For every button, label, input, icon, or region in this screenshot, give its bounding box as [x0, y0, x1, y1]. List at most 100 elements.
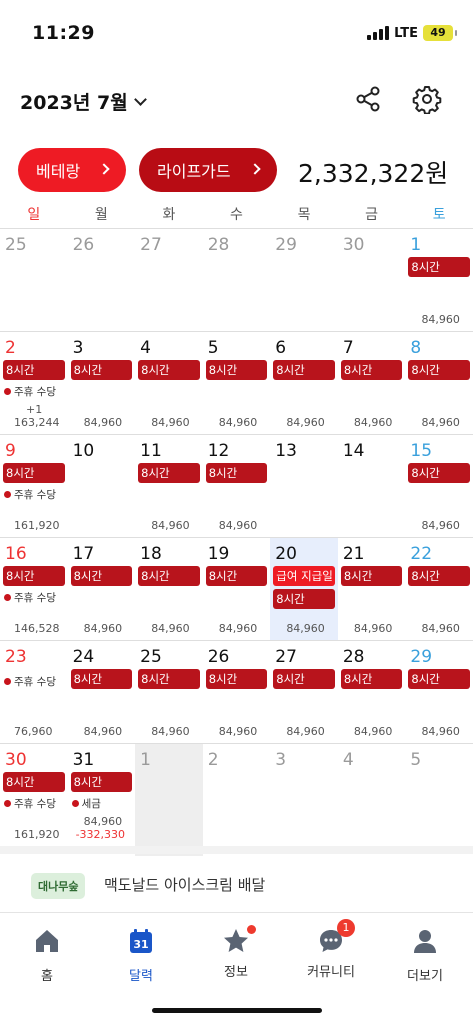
- tab-label: 달력: [129, 969, 153, 984]
- day-number: 26: [72, 235, 95, 255]
- calendar-day[interactable]: 1: [135, 744, 203, 856]
- day-amount: 84,960: [286, 416, 325, 429]
- day-number: 22: [410, 544, 433, 564]
- workplace-label: 베테랑: [36, 162, 81, 181]
- day-amount: 84,960: [83, 622, 123, 635]
- day-amount: 84,960: [151, 416, 190, 429]
- calendar-day[interactable]: 12 8시간 84,960: [203, 435, 271, 537]
- calendar-day[interactable]: 30: [338, 229, 406, 331]
- calendar-day[interactable]: 6 8시간 84,960: [270, 332, 338, 434]
- shift-tag: 8시간: [205, 463, 268, 483]
- weekday-sun: 일: [27, 207, 41, 223]
- workplace-label: 라이프가드: [157, 162, 231, 181]
- calendar-day[interactable]: 1 8시간 84,960: [405, 229, 473, 331]
- day-number: 21: [342, 544, 365, 564]
- day-amount: 76,960: [14, 725, 53, 738]
- tab-calendar[interactable]: 31 달력: [94, 927, 188, 984]
- day-number: 14: [342, 441, 365, 461]
- day-amount: 84,960: [151, 622, 190, 635]
- calendar-day[interactable]: 14: [338, 435, 406, 537]
- calendar-day[interactable]: 29 8시간 84,960: [405, 641, 473, 743]
- day-amount: 163,244: [14, 416, 60, 429]
- calendar-day[interactable]: 25: [0, 229, 68, 331]
- calendar-day[interactable]: 4: [338, 744, 406, 856]
- shift-tag: 8시간: [70, 772, 133, 792]
- day-amount: 84,960: [353, 725, 393, 738]
- calendar-day[interactable]: 26 8시간 84,960: [203, 641, 271, 743]
- day-amount: 84,960: [421, 519, 460, 532]
- day-amount: 84,960: [421, 622, 460, 635]
- tab-more[interactable]: 더보기: [378, 927, 472, 984]
- tab-info[interactable]: 정보: [189, 925, 283, 980]
- star-icon: [224, 929, 248, 952]
- calendar-day[interactable]: 27: [135, 229, 203, 331]
- calendar-day[interactable]: 11 8시간 84,960: [135, 435, 203, 537]
- calendar-day[interactable]: 30 8시간 주휴 수당 161,920: [0, 744, 68, 856]
- day-note: 주휴 수당: [4, 796, 56, 811]
- calendar-day[interactable]: 7 8시간 84,960: [338, 332, 406, 434]
- calendar-day[interactable]: 24 8시간 84,960: [68, 641, 136, 743]
- shift-tag: 8시간: [3, 360, 65, 380]
- weekday-mon: 월: [94, 207, 108, 223]
- calendar-day[interactable]: 29: [270, 229, 338, 331]
- calendar-day[interactable]: 3: [270, 744, 338, 856]
- calendar-day[interactable]: 9 8시간 주휴 수당 161,920: [0, 435, 68, 537]
- calendar-day[interactable]: 26: [68, 229, 136, 331]
- day-number: 31: [72, 750, 95, 770]
- workplace-button-lifeguard[interactable]: 라이프가드: [139, 148, 277, 192]
- shift-tag: 8시간: [408, 360, 470, 380]
- calendar-day[interactable]: 8 8시간 84,960: [405, 332, 473, 434]
- day-amount: 84,960: [353, 416, 393, 429]
- shift-tag: 8시간: [138, 463, 200, 483]
- gear-icon[interactable]: [412, 84, 442, 114]
- calendar-day[interactable]: 19 8시간 84,960: [203, 538, 271, 640]
- calendar-day[interactable]: 27 8시간 84,960: [270, 641, 338, 743]
- calendar-day[interactable]: 2 8시간 주휴 수당 +1 163,244: [0, 332, 68, 434]
- calendar-week: 2 8시간 주휴 수당 +1 163,244 3 8시간 84,960 4 8시간 84,960 5 8…: [0, 331, 473, 434]
- calendar-day[interactable]: 17 8시간 84,960: [68, 538, 136, 640]
- calendar-day[interactable]: 18 8시간 84,960: [135, 538, 203, 640]
- calendar-day[interactable]: 28: [203, 229, 271, 331]
- day-amount: 161,920: [14, 519, 60, 532]
- calendar-day[interactable]: 13: [270, 435, 338, 537]
- calendar-day[interactable]: 22 8시간 84,960: [405, 538, 473, 640]
- day-number: 8: [410, 338, 422, 358]
- day-amount: 84,960: [218, 519, 258, 532]
- calendar-day[interactable]: 25 8시간 84,960: [135, 641, 203, 743]
- day-number: 19: [207, 544, 230, 564]
- calendar-day[interactable]: 20 급여 지급일 8시간 84,960: [270, 538, 338, 640]
- banner-text: 맥도날드 아이스크림 배달: [104, 876, 266, 894]
- calendar-day[interactable]: 5 8시간 84,960: [203, 332, 271, 434]
- battery-icon: 49: [423, 25, 457, 41]
- calendar-day[interactable]: 16 8시간 주휴 수당 146,528: [0, 538, 68, 640]
- month-selector[interactable]: 2023년 7월: [20, 88, 147, 115]
- day-amount: 84,960: [218, 725, 258, 738]
- calendar-day[interactable]: 31 8시간 세금 84,960 -332,330: [68, 744, 136, 856]
- community-banner[interactable]: 대나무숲 맥도날드 아이스크림 배달: [0, 846, 473, 916]
- tab-community[interactable]: 1 커뮤니티: [284, 919, 378, 980]
- calendar-day[interactable]: 4 8시간 84,960: [135, 332, 203, 434]
- day-number: 26: [207, 647, 230, 667]
- calendar-day[interactable]: 21 8시간 84,960: [338, 538, 406, 640]
- calendar-day[interactable]: 2: [203, 744, 271, 856]
- share-icon[interactable]: [354, 85, 382, 113]
- calendar-day[interactable]: 28 8시간 84,960: [338, 641, 406, 743]
- shift-tag: 8시간: [70, 566, 133, 586]
- calendar-day[interactable]: 5: [405, 744, 473, 856]
- calendar-day[interactable]: 3 8시간 84,960: [68, 332, 136, 434]
- svg-text:31: 31: [133, 938, 148, 951]
- tab-home[interactable]: 홈: [0, 927, 94, 984]
- calendar-day[interactable]: 15 8시간 84,960: [405, 435, 473, 537]
- day-note: 주휴 수당: [4, 384, 56, 399]
- day-number: 27: [140, 235, 162, 255]
- workplace-button-veteran[interactable]: 베테랑: [18, 148, 126, 192]
- calendar-day[interactable]: 23 주휴 수당 76,960: [0, 641, 68, 743]
- month-label: 2023년 7월: [20, 92, 128, 114]
- shift-tag: 8시간: [205, 360, 268, 380]
- shift-tag: 8시간: [273, 669, 335, 689]
- calendar-day[interactable]: 10: [68, 435, 136, 537]
- note-text: 주휴 수당: [14, 676, 56, 688]
- calendar-week: 25 26 27 28 29 30 1 8시간 84,960: [0, 228, 473, 331]
- chevron-right-icon: [98, 163, 110, 175]
- status-bar: 11:29 LTE 49: [0, 0, 473, 70]
